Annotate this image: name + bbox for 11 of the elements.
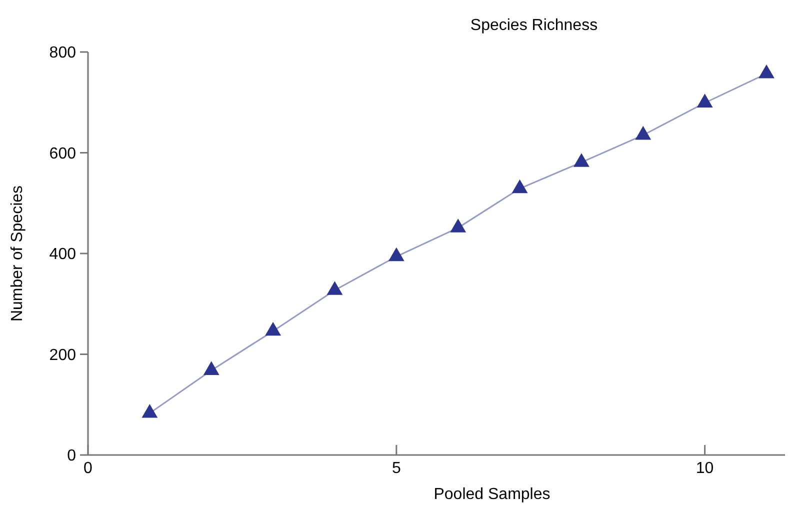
y-axis-title: Number of Species <box>9 185 26 322</box>
chart-title: Species Richness <box>470 17 598 34</box>
y-tick-label: 400 <box>49 246 76 264</box>
x-axis-title: Pooled Samples <box>434 486 550 503</box>
y-tick-label: 800 <box>49 44 76 62</box>
y-tick-label: 0 <box>67 448 76 465</box>
x-tick-label: 0 <box>84 460 93 477</box>
x-tick-label: 5 <box>392 460 401 477</box>
x-tick-label: 10 <box>696 460 714 477</box>
y-tick-label: 200 <box>49 346 76 364</box>
y-tick-label: 600 <box>49 145 76 162</box>
